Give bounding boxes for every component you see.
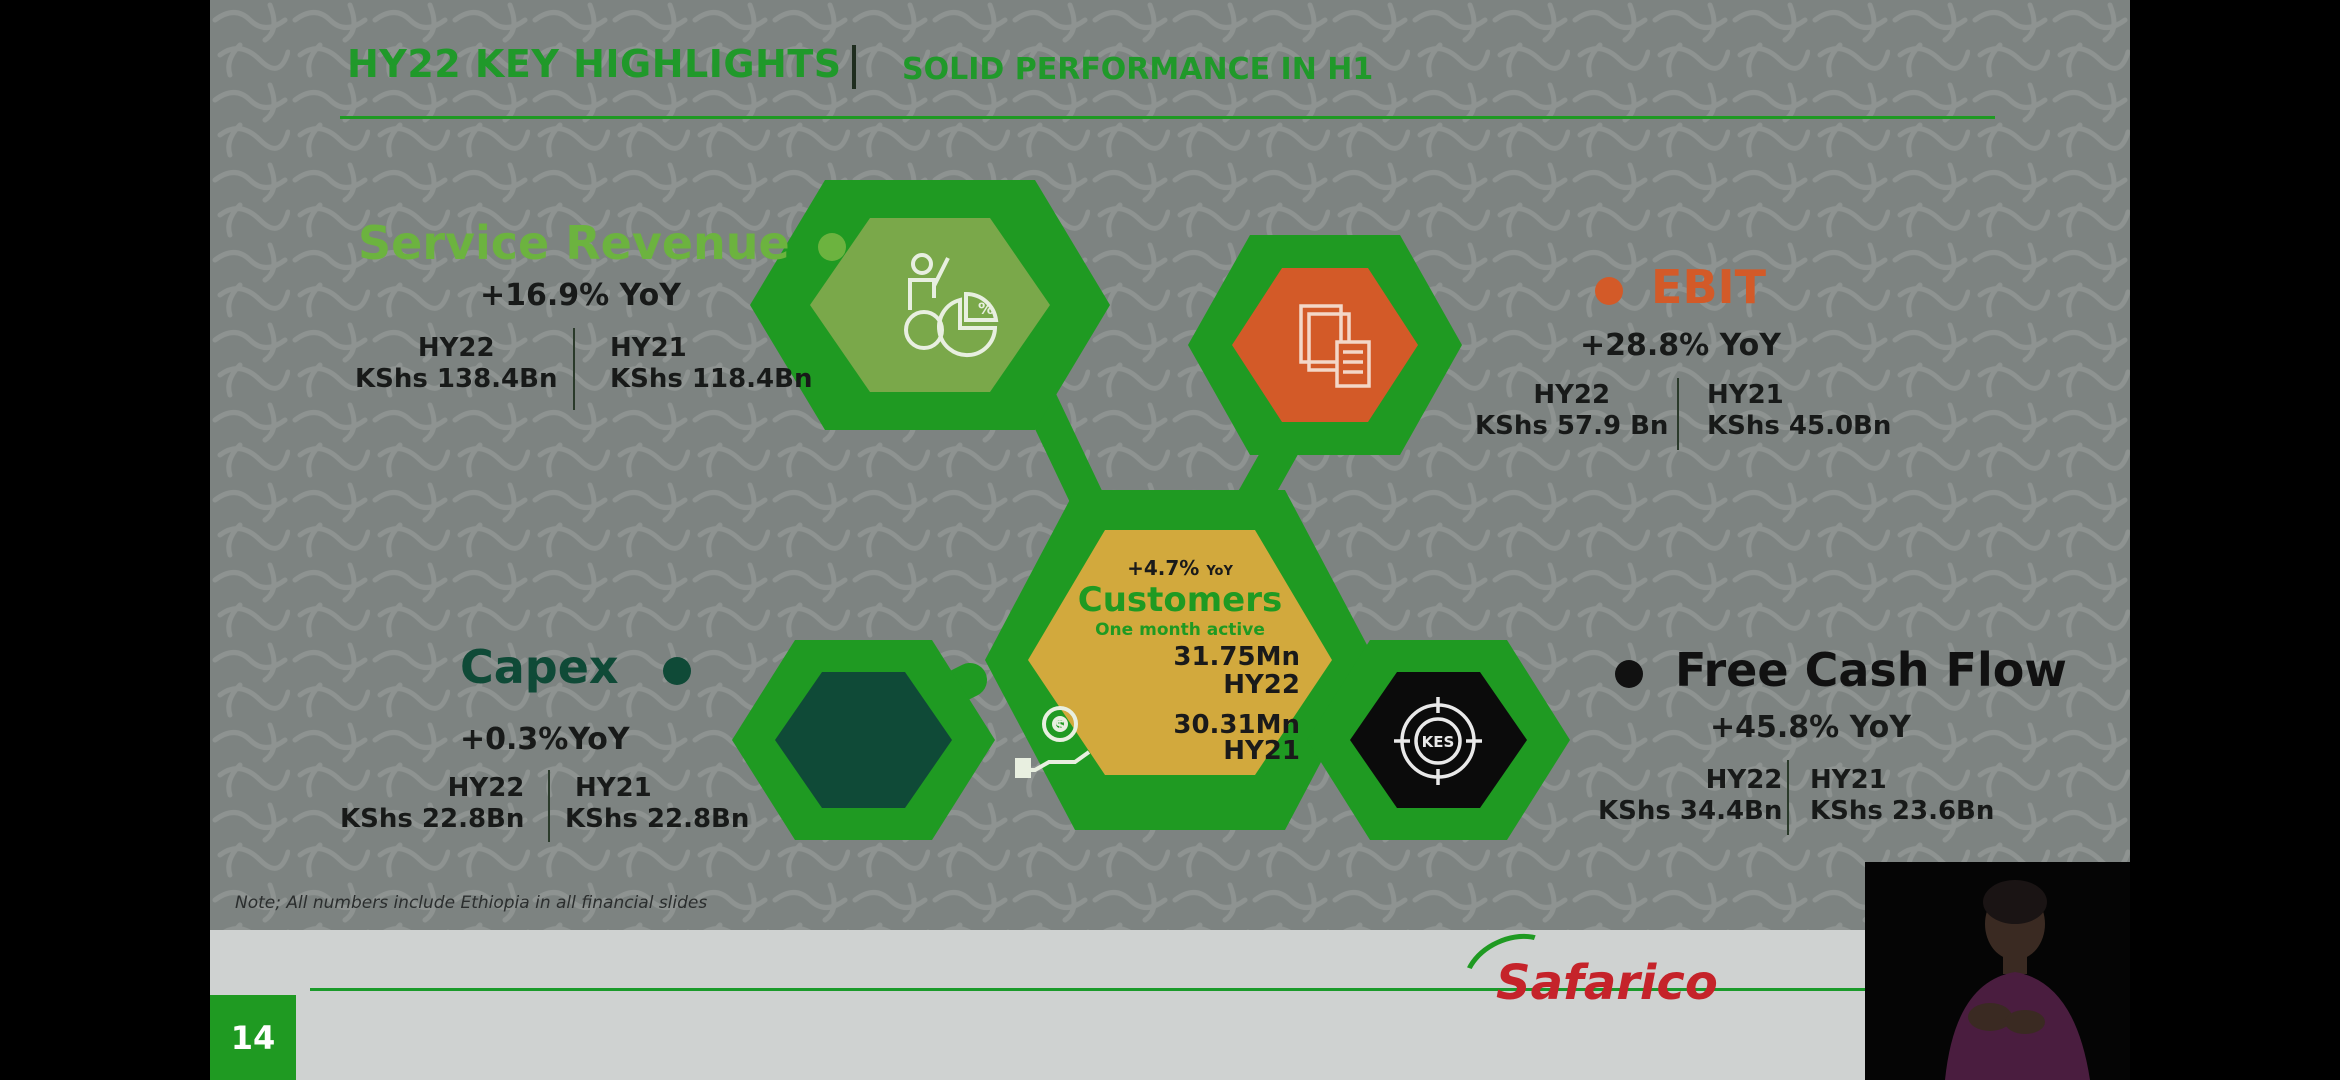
customers-hy21-value: 30.31Mn [1173,710,1300,740]
documents-calculator-icon [1299,304,1371,388]
svg-text:%: % [978,299,994,318]
free-cash-flow-hy22: HY22 KShs 34.4Bn [1598,765,1783,826]
kes-target-icon: KES [1394,697,1482,785]
title-underline [340,116,1995,119]
service-revenue-label: Service Revenue [358,216,846,270]
slide-footer [210,930,2130,1080]
capex-yoy: +0.3%YoY [460,722,630,757]
customers-sublabel: One month active [1095,620,1265,640]
svg-text:KES: KES [1422,733,1455,751]
slide-title: HY22 KEY HIGHLIGHTS [347,42,870,89]
black-dot-icon [1615,659,1643,688]
ebit-yoy: +28.8% YoY [1580,328,1781,363]
hand-gear-dollar-icon: $ [1015,706,1091,778]
service-revenue-yoy: +16.9% YoY [480,278,681,313]
service-revenue-hy22: HY22 KShs 138.4Bn [355,333,558,394]
slide-subtitle: SOLID PERFORMANCE IN H1 [902,52,1374,87]
free-cash-flow-hy21: HY21 KShs 23.6Bn [1810,765,1995,826]
green-dot-icon [817,232,846,261]
ebit-hy21: HY21 KShs 45.0Bn [1707,380,1892,441]
footer-rule [310,988,2110,991]
free-cash-flow-label: Free Cash Flow [1615,643,2067,697]
hexagon-diagram [732,180,1570,840]
customers-hy21-label: HY21 [1223,736,1300,766]
interpreter-silhouette [1945,880,2090,1080]
sign-language-interpreter-video [1865,862,2130,1080]
ebit-hy22: HY22 KShs 57.9 Bn [1475,380,1669,441]
ebit-label: EBIT [1595,260,1766,314]
capex-hy21: HY21 KShs 22.8Bn [565,773,750,834]
divider [1787,760,1789,835]
customers-yoy: +4.7% YoY [1127,556,1233,580]
capex-label: Capex [460,640,691,694]
footnote: Note; All numbers include Ethiopia in al… [235,893,708,913]
divider [548,770,550,842]
orange-dot-icon [1595,276,1623,305]
customers-hy22-value: 31.75Mn [1173,642,1300,672]
divider [1677,378,1679,450]
customers-label: Customers [1077,580,1283,620]
presenter-pie-chart-icon: % [904,253,999,358]
presentation-slide: HY22 KEY HIGHLIGHTS SOLID PERFORMANCE IN… [210,0,2130,1080]
dark-green-dot-icon [662,656,691,685]
svg-text:$: $ [1055,718,1065,734]
capex-hy22: HY22 KShs 22.8Bn [340,773,525,834]
safaricom-logo: Safarico [1450,919,1718,1025]
free-cash-flow-yoy: +45.8% YoY [1710,710,1911,745]
customers-hy22-label: HY22 [1223,670,1300,700]
service-revenue-hy21: HY21 KShs 118.4Bn [610,333,813,394]
divider [573,328,575,410]
page-number: 14 [210,995,296,1080]
